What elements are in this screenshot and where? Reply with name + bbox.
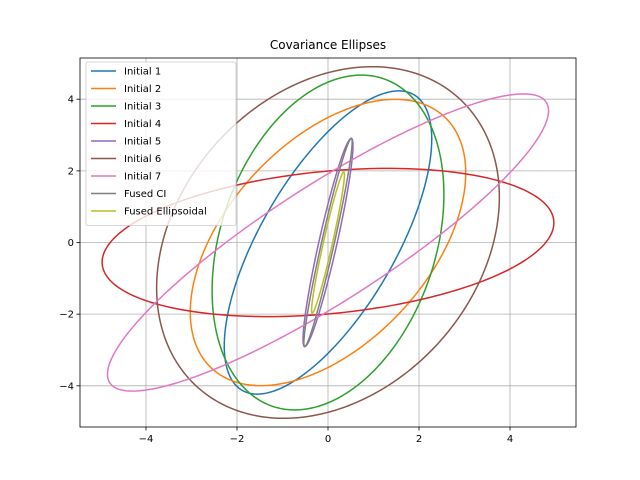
y-tick-label: 0: [68, 238, 74, 249]
ellipse-fused-ci: [303, 137, 353, 348]
ellipse-initial-6: [155, 65, 501, 420]
legend-label-initial-4: Initial 4: [124, 119, 161, 130]
ellipse-initial-7: [106, 93, 550, 392]
ellipses: [101, 65, 555, 420]
x-tick-label: −4: [139, 434, 154, 445]
ellipse-initial-4: [101, 167, 555, 318]
legend-label-initial-6: Initial 6: [124, 154, 161, 165]
legend-label-initial-5: Initial 5: [124, 137, 161, 148]
legend-label-initial-3: Initial 3: [124, 102, 161, 113]
ellipse-initial-1: [223, 90, 433, 395]
legend: Initial 1 Initial 2 Initial 3 Initial 4 Init…: [85, 61, 237, 226]
legend-label-initial-1: Initial 1: [124, 67, 161, 78]
axis-ticks: −4 −2 0 2 4 −4 −2 0 2 4: [59, 95, 513, 445]
x-tick-label: 0: [325, 434, 331, 445]
y-tick-label: −4: [59, 381, 74, 392]
legend-label-fused-ellipsoidal: Fused Ellipsoidal: [124, 207, 207, 218]
legend-label-initial-2: Initial 2: [124, 84, 161, 95]
legend-box: [85, 61, 237, 226]
ellipse-initial-3: [211, 74, 445, 411]
y-tick-label: 4: [68, 95, 74, 106]
x-tick-label: 4: [507, 434, 513, 445]
legend-label-fused-ci: Fused CI: [124, 189, 166, 200]
chart-title: Covariance Ellipses: [270, 38, 386, 52]
ellipse-initial-2: [189, 98, 467, 387]
x-tick-label: −2: [230, 434, 245, 445]
x-tick-label: 2: [416, 434, 422, 445]
legend-label-initial-7: Initial 7: [124, 172, 161, 183]
ellipse-fused-ellipsoidal: [310, 171, 346, 314]
y-tick-label: −2: [59, 310, 74, 321]
y-tick-label: 2: [68, 166, 74, 177]
